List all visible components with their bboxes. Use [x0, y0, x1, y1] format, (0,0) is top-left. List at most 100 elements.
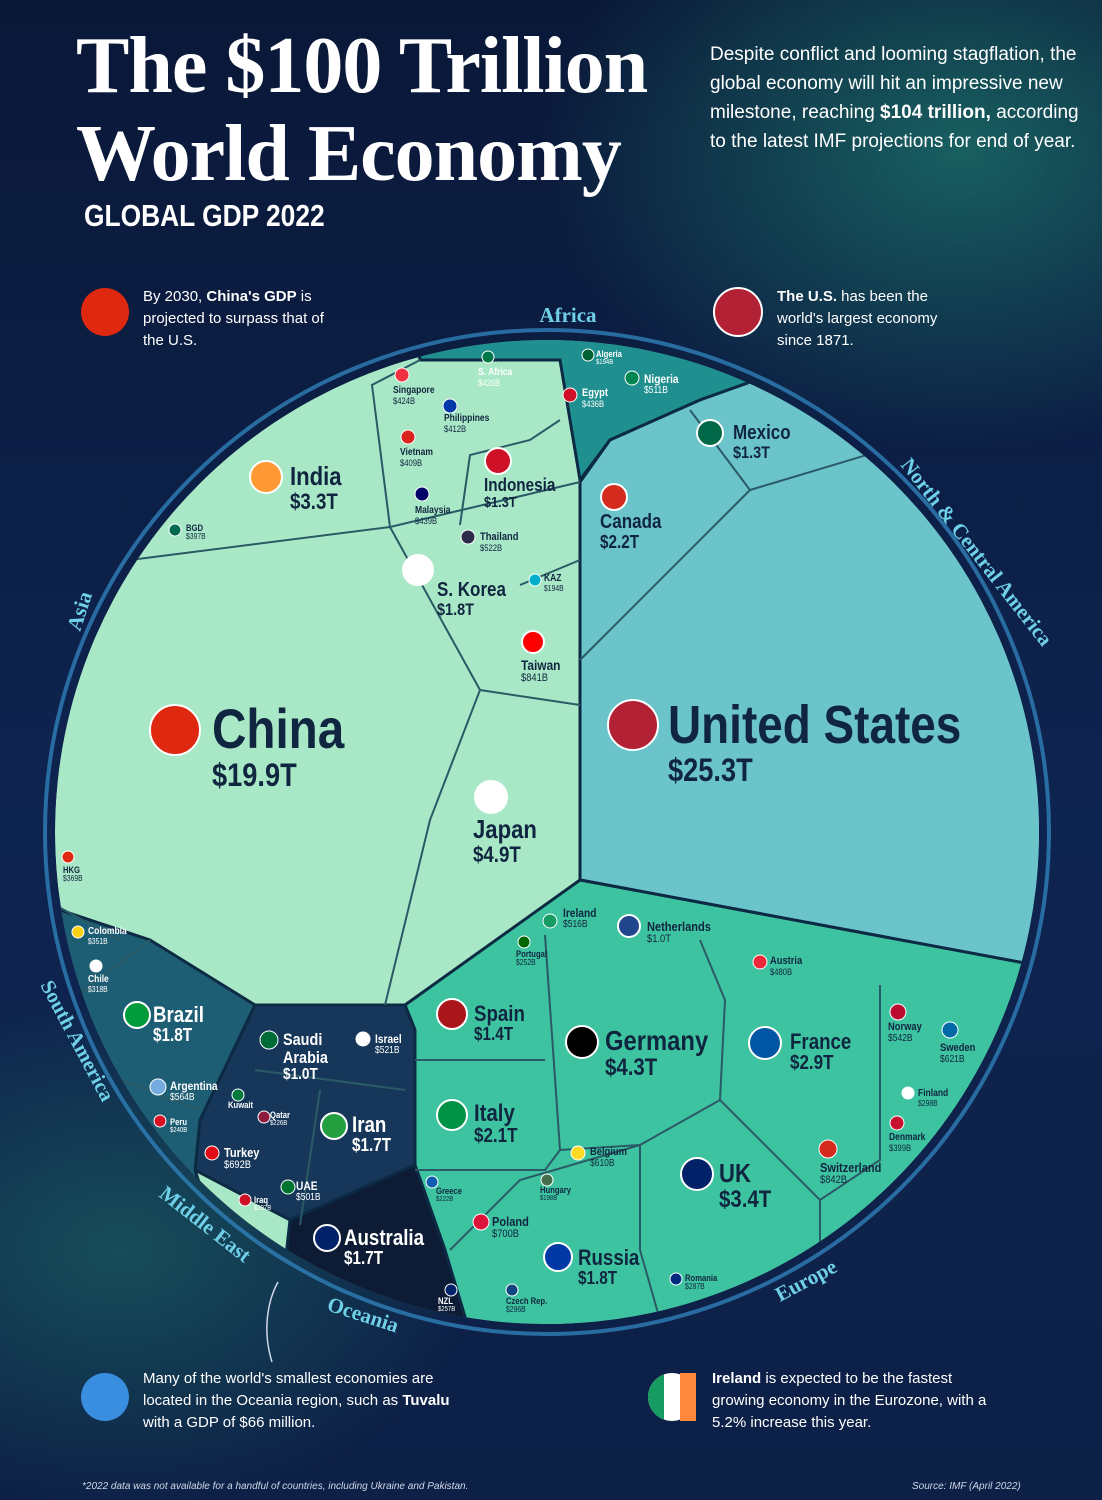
flag-icon [542, 913, 558, 929]
country-gdp: $252B [516, 958, 536, 968]
country-gdp: $226B [270, 1120, 288, 1128]
country-label: Chile $318B [88, 974, 109, 994]
flag-icon [249, 460, 283, 494]
intro: Despite conflict and looming stagflation… [710, 40, 1080, 156]
country-gdp: $3.3T [290, 489, 338, 515]
flag-icon [168, 523, 182, 537]
callout: Many of the world's smallest economies a… [143, 1368, 453, 1434]
country-label: Belgium $610B [590, 1146, 627, 1169]
country-gdp: $397B [186, 532, 206, 542]
country-label: Finland $298B [918, 1088, 948, 1108]
country-name: Colombia [88, 926, 127, 937]
country-label: Argentina $564B [170, 1080, 218, 1103]
country-label: Taiwan $841B [521, 658, 560, 684]
flag-icon [204, 1145, 220, 1161]
country-label: Iraq $297B [254, 1195, 271, 1213]
country-gdp: $1.4T [474, 1024, 514, 1045]
flag-icon [238, 1193, 252, 1207]
arrow [266, 1281, 279, 1363]
bold-text: The U.S. [777, 288, 838, 305]
country-label: Greece $222B [436, 1186, 462, 1204]
country-gdp: $2.1T [474, 1125, 518, 1148]
flag-icon [581, 348, 595, 362]
country-name: Philippines [444, 413, 490, 424]
country-gdp: $3.4T [719, 1186, 772, 1214]
country-label: Austria $480B [770, 955, 802, 977]
flag-icon [71, 925, 85, 939]
flag-icon [484, 447, 512, 475]
text: according to the latest IMF projections … [710, 102, 1079, 152]
country-label: Netherlands $1.0T [647, 920, 711, 945]
oceania-cell [268, 1162, 493, 1324]
country-label: Brazil $1.8T [153, 1003, 204, 1045]
country-name: Mexico [733, 422, 791, 444]
country-gdp: $542B [888, 1032, 913, 1044]
country-name: Indonesia [484, 475, 556, 495]
country-name: Switzerland [820, 1160, 882, 1175]
flag-icon [565, 1025, 599, 1059]
flag-icon [400, 429, 416, 445]
country-name: India [290, 461, 342, 491]
flag-icon [436, 998, 468, 1030]
flag-icon [617, 914, 641, 938]
country-label: Qatar $226B [270, 1110, 290, 1128]
country-name: Russia [578, 1245, 640, 1270]
country-name: Netherlands [647, 919, 711, 934]
country-gdp: $194B [544, 583, 564, 593]
country-name: S. Africa [478, 367, 513, 378]
flag-icon [941, 1021, 959, 1039]
country-label: Russia $1.8T [578, 1246, 639, 1288]
country-gdp: $426B [478, 377, 501, 388]
flag-icon [444, 1283, 458, 1297]
text: has been the world's largest economy sin… [777, 288, 938, 349]
country-name: Algeria [596, 349, 622, 359]
country-gdp: $257B [438, 1306, 456, 1314]
flag-icon [752, 954, 768, 970]
country-gdp: $1.3T [484, 493, 517, 511]
country-label: NZL $257B [438, 1296, 456, 1314]
country-gdp: $318B [88, 984, 108, 994]
flag-icon [713, 287, 763, 337]
country-gdp: $351B [88, 936, 108, 946]
country-name: Turkey [224, 1145, 260, 1160]
flag-icon [889, 1003, 907, 1021]
title: The $100 Trillion World Economy [76, 22, 648, 198]
country-gdp: $439B [415, 515, 438, 526]
country-name: Spain [474, 1001, 525, 1026]
country-gdp: $842B [820, 1173, 848, 1186]
country-label: United States $25.3T [668, 697, 961, 787]
country-name: Malaysia [415, 505, 451, 516]
country-label: Czech Rep. $296B [506, 1296, 547, 1315]
country-label: China $19.9T [212, 699, 344, 792]
country-label: Poland $700B [492, 1215, 529, 1240]
flag-icon [320, 1112, 348, 1140]
bold-text: China's GDP [206, 288, 297, 305]
country-label: India $3.3T [290, 461, 342, 515]
flag-icon [313, 1224, 341, 1252]
country-name: Denmark [889, 1132, 926, 1143]
country-label: Egypt $436B [582, 387, 608, 409]
flag-icon [517, 935, 531, 949]
flag-icon [259, 1030, 279, 1050]
title-line: World Economy [76, 110, 622, 198]
flag-icon [528, 573, 542, 587]
country-gdp: $4.3T [605, 1054, 658, 1082]
country-name: Egypt [582, 387, 608, 399]
country-name: Romania [685, 1273, 718, 1283]
country-name: KAZ [544, 573, 562, 584]
country-gdp: $1.0T [283, 1065, 318, 1083]
country-label: Malaysia $439B [415, 505, 451, 526]
country-label: KAZ $194B [544, 573, 564, 593]
country-gdp: $4.9T [473, 842, 521, 868]
flag-stripe [680, 1373, 696, 1421]
country-label: Kuwait [228, 1100, 253, 1110]
text: Many of the world's smallest economies a… [143, 1370, 434, 1409]
flag-icon [442, 398, 458, 414]
country-name: Iraq [254, 1195, 269, 1205]
country-name: United States [668, 695, 962, 755]
country-label: Philippines $412B [444, 413, 490, 434]
callout: The U.S. has been the world's largest ec… [777, 286, 942, 352]
flag-icon [607, 699, 659, 751]
country-name: BGD [186, 523, 203, 533]
